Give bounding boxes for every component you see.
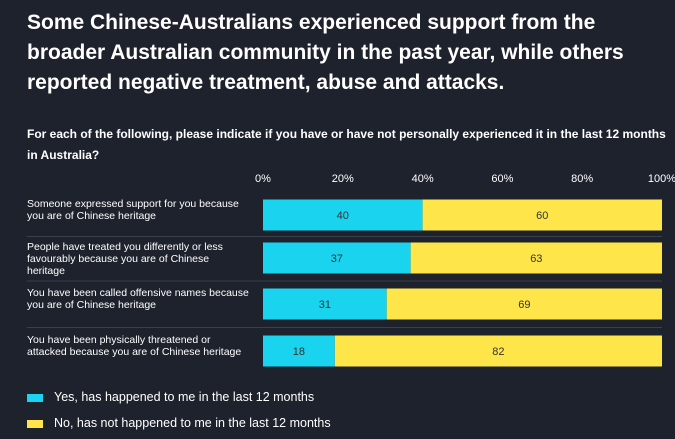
legend-swatch xyxy=(27,394,43,402)
data-label: 69 xyxy=(518,299,530,311)
data-label: 60 xyxy=(536,210,548,222)
bar-segment xyxy=(410,242,662,274)
x-tick-label: 60% xyxy=(491,173,513,185)
x-tick-label: 80% xyxy=(571,173,593,185)
x-tick-label: 100% xyxy=(648,173,675,185)
data-label: 18 xyxy=(293,346,305,358)
category-label: You have been called offensive names bec… xyxy=(27,287,249,311)
legend-label: No, has not happened to me in the last 1… xyxy=(54,416,331,430)
x-tick-label: 20% xyxy=(332,173,354,185)
chart-title: Some Chinese-Australians experienced sup… xyxy=(27,11,624,94)
bar-segment xyxy=(263,242,411,274)
category-label: You have been physically threatened or a… xyxy=(27,334,242,358)
x-tick-label: 0% xyxy=(255,173,271,185)
chart-subtitle: For each of the following, please indica… xyxy=(27,127,666,162)
data-label: 40 xyxy=(337,210,349,222)
legend-label: Yes, has happened to me in the last 12 m… xyxy=(54,390,315,404)
data-label: 37 xyxy=(331,253,343,265)
bar-segment xyxy=(386,288,662,320)
data-label: 82 xyxy=(492,346,504,358)
x-tick-label: 40% xyxy=(412,173,434,185)
legend-swatch xyxy=(27,420,43,428)
bar-segment xyxy=(263,199,423,231)
bar-segment xyxy=(422,199,662,231)
bar-segment xyxy=(334,335,662,367)
bar-segment xyxy=(263,288,387,320)
data-label: 63 xyxy=(530,253,542,265)
bar-segment xyxy=(263,335,335,367)
category-label: Someone expressed support for you becaus… xyxy=(27,198,239,222)
data-label: 31 xyxy=(319,299,331,311)
category-label: People have treated you differently or l… xyxy=(27,241,223,277)
